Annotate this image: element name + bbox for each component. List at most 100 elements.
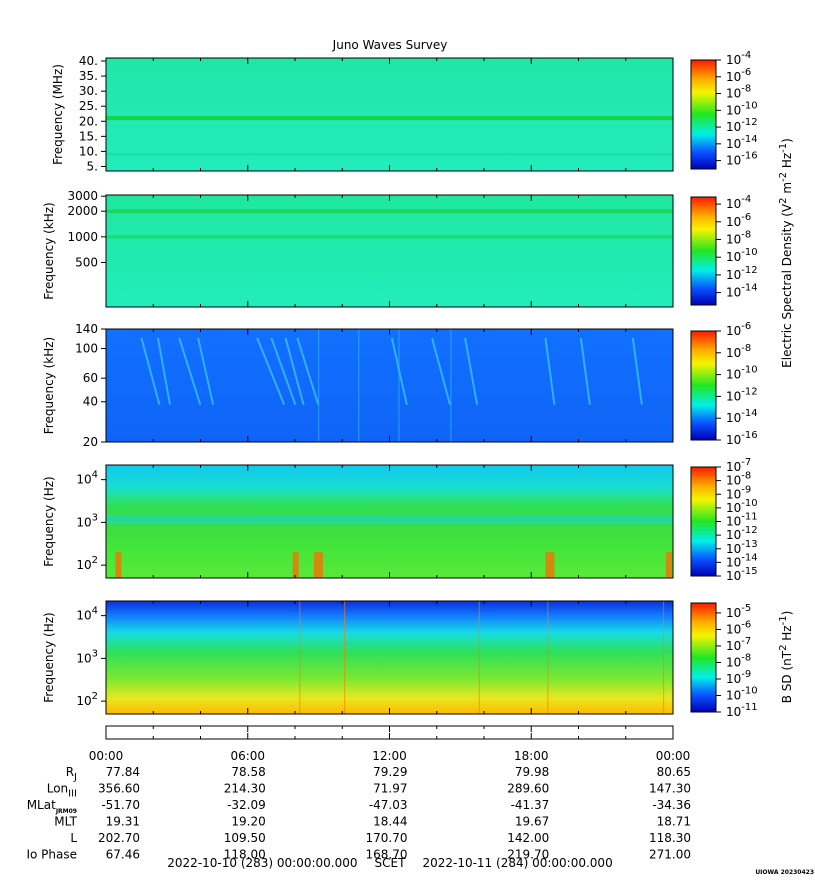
colorbar-tick-label: 10-11 [726,512,758,529]
colorbar-tick-label: 10-8 [726,652,751,669]
ephemeris-value: -41.37 [511,798,550,812]
ephemeris-value: 271.00 [649,848,691,862]
ephemeris-value: 289.60 [507,782,549,796]
y-tick-label: 100 [75,342,98,356]
burst-streak [140,337,161,405]
ephemeris-value: 80.65 [657,765,691,779]
y-tick-label: 3000 [67,189,98,203]
colorbar-tick-label: 10-4 [726,194,751,211]
ephemeris-row-io-phase: Io Phase 67.46 118.00 168.70 219.70 271.00 [26,848,691,862]
colorbar-gradient [690,602,717,713]
ephemeris-row-mlat: MLatJRM09 -51.70 -32.09 -47.03 -41.37 -34.36 [27,798,691,815]
y-axis-label: Frequency (MHz) [51,64,65,165]
colorbar-tick-label: 10-8 [726,471,751,488]
burst-streak [544,337,556,405]
time-tick-label: 00:00 [656,749,691,763]
ephemeris-value: 214.30 [224,782,266,796]
burst-streak [256,337,286,406]
ephemeris-value: -47.03 [369,798,408,812]
ephemeris-name: LonIII [47,782,77,800]
burst-streak [197,337,215,405]
time-tick-label: 12:00 [372,749,407,763]
colorbar-tick-label: 10-8 [726,343,751,360]
time-axis: 00:00 06:00 12:00 18:00 00:00 [89,725,691,763]
ephemeris-name: MLT [54,815,77,829]
hot-spot [545,552,555,578]
ephemeris-value: -51.70 [101,798,140,812]
y-tick-label: 104 [76,606,98,623]
magnetic-spectral-density-label: B SD (nT2 Hz-1) [778,611,794,704]
emission-band [106,153,673,156]
y-tick-label: 20. [79,114,98,128]
chart-title: Juno Waves Survey [332,38,448,52]
colorbar-gradient [690,196,717,306]
colorbar-tick-label: 10-16 [726,151,758,168]
colorbar-tick-label: 10-6 [726,67,751,84]
colorbar-tick-label: 10-8 [726,229,751,246]
colorbar-tick-label: 10-14 [726,134,758,151]
spectrogram-p1 [106,58,673,171]
colorbar-labels: Electric Spectral Density (V2 m-2 Hz-1) B… [778,138,794,703]
time-tick-label: 00:00 [89,749,124,763]
y-tick-label: 500 [75,255,98,269]
ephemeris-value: 168.70 [366,848,408,862]
burst-streak [431,337,451,405]
ephemeris-value: -34.36 [652,798,691,812]
y-tick-label: 1000 [67,230,98,244]
ephemeris-table: RJ 77.84 78.58 79.29 79.98 80.65 LonIII 356.60 2… [26,765,691,862]
colorbar-p4: 10-710-810-910-1010-1110-1210-1310-1410-… [690,457,758,583]
colorbar-tick-label: 10-6 [726,321,751,338]
ephemeris-row-r: RJ 77.84 78.58 79.29 79.98 80.65 [66,765,691,783]
colorbar-tick-label: 10-16 [726,430,758,447]
colorbar-tick-label: 10-12 [726,386,758,403]
ephemeris-value: 109.50 [224,831,266,845]
colorbar-tick-label: 10-10 [726,498,758,515]
spectrogram-p5 [106,601,673,714]
colorbar-tick-label: 10-12 [726,265,758,282]
panel-p3: 140 100 60 40 20 Frequency (kHz) [42,322,674,449]
y-tick-label: 40 [83,395,98,409]
ephemeris-value: 79.98 [515,765,549,779]
ephemeris-name: L [70,831,77,845]
ephemeris-value: 71.97 [373,782,407,796]
ephemeris-name: MLatJRM09 [27,798,77,815]
colorbar-tick-label: 10-13 [726,539,758,556]
ephemeris-value: 142.00 [507,831,549,845]
spectrogram-panels: 40.35.30.25.20.15.10.5. Frequency (MHz) 30… [42,54,674,715]
ephemeris-row-l: L 202.70 109.50 170.70 142.00 118.30 [70,831,691,845]
hot-spot [292,552,299,578]
ephemeris-value: 118.30 [649,831,691,845]
electric-spectral-density-label: Electric Spectral Density (V2 m-2 Hz-1) [778,138,794,368]
y-tick-label: 2000 [67,204,98,218]
y-tick-label: 15. [79,129,98,143]
y-tick-label: 10. [79,144,98,158]
y-tick-label: 140 [75,322,98,336]
colorbars: 10-410-610-810-1010-1210-1410-1610-410-6… [690,50,758,719]
colorbar-tick-label: 10-9 [726,484,751,501]
colorbar-tick-label: 10-8 [726,84,751,101]
y-tick-label: 102 [76,691,98,708]
hot-spot [665,552,672,578]
y-tick-label: 5. [87,159,98,173]
burst-streak [579,337,591,405]
burst-streak [631,337,643,405]
colorbar-tick-label: 10-4 [726,50,751,67]
colorbar-tick-label: 10-10 [726,685,758,702]
ephemeris-value: 202.70 [98,831,140,845]
ephemeris-value: 147.30 [649,782,691,796]
ephemeris-name: Io Phase [26,848,77,862]
colorbar-gradient [690,59,717,170]
hot-spot [115,552,122,578]
scet-start-label: 2022-10-10 (283) 00:00:00.000 SCET 2022-10… [167,856,612,870]
time-tick-label: 18:00 [514,749,549,763]
ephemeris-value: 170.70 [366,831,408,845]
colorbar-tick-label: 10-14 [726,552,758,569]
colorbar-tick-label: 10-12 [726,525,758,542]
ephemeris-value: 18.44 [373,815,407,829]
burst-streak [464,337,479,405]
colorbar-tick-label: 10-10 [726,100,758,117]
panel-p5: 104 103 102 Frequency (Hz) [42,600,674,715]
